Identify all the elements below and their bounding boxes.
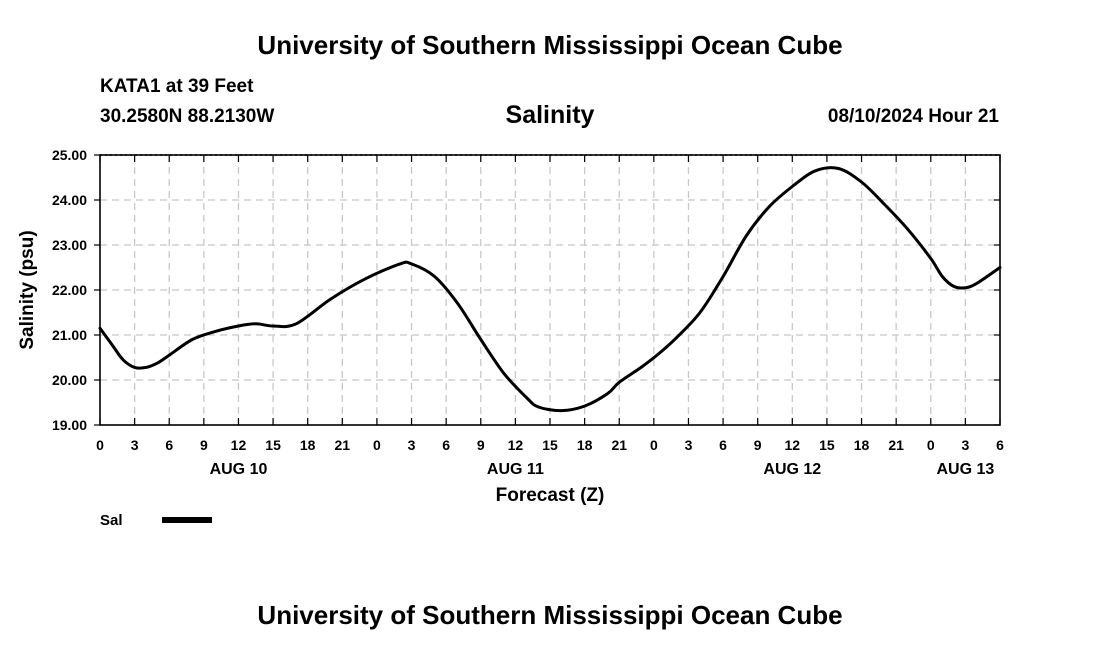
axis-labels: 0 3 6 9 12 15 18 21 0 3 6 9 12 15 18 21 0 3 6 9 12 15 18 21 0 3 6 1… (52, 147, 1004, 478)
y-tick-label: 23.00 (52, 237, 87, 253)
x-tick-label: 15 (819, 437, 835, 453)
axis-ticks (94, 154, 1001, 426)
date-label: AUG 10 (210, 461, 268, 478)
x-tick-label: 18 (577, 437, 593, 453)
forecast-timestamp: 08/10/2024 Hour 21 (827, 106, 999, 127)
station-coordinates: 30.2580N 88.2130W (100, 106, 275, 127)
x-tick-label: 3 (131, 437, 139, 453)
x-tick-label: 21 (335, 437, 351, 453)
series-layer (98, 166, 1002, 413)
y-tick-label: 24.00 (52, 192, 87, 208)
x-tick-label: 21 (888, 437, 904, 453)
y-tick-label: 21.00 (52, 327, 87, 343)
y-tick-label: 19.00 (52, 417, 87, 433)
x-tick-label: 15 (542, 437, 558, 453)
legend-label: Sal (100, 512, 123, 529)
legend: Sal (100, 512, 212, 529)
chart-title: Salinity (505, 101, 595, 129)
y-axis-title: Salinity (psu) (17, 230, 38, 349)
x-tick-label: 3 (961, 437, 969, 453)
x-tick-label: 3 (408, 437, 416, 453)
date-label: AUG 13 (936, 461, 994, 478)
y-tick-label: 20.00 (52, 372, 87, 388)
date-label: AUG 11 (487, 461, 544, 478)
x-tick-label: 18 (854, 437, 870, 453)
x-tick-label: 15 (265, 437, 281, 453)
x-tick-label: 21 (611, 437, 627, 453)
x-tick-label: 6 (996, 437, 1004, 453)
x-tick-label: 12 (231, 437, 247, 453)
x-tick-label: 18 (300, 437, 316, 453)
x-tick-label: 6 (165, 437, 173, 453)
y-tick-label: 25.00 (52, 147, 87, 163)
station-label: KATA1 at 39 Feet (100, 76, 254, 97)
x-axis-title: Forecast (Z) (496, 485, 605, 506)
x-tick-label: 6 (719, 437, 727, 453)
date-label: AUG 12 (763, 461, 821, 478)
grid-lines (100, 155, 1000, 425)
page-title: University of Southern Mississippi Ocean… (257, 30, 843, 60)
x-tick-label: 9 (754, 437, 762, 453)
x-tick-label: 6 (442, 437, 450, 453)
footer-title: University of Southern Mississippi Ocean… (257, 600, 843, 630)
x-tick-label: 9 (477, 437, 485, 453)
x-tick-label: 12 (785, 437, 801, 453)
y-tick-label: 22.00 (52, 282, 87, 298)
x-tick-label: 3 (685, 437, 693, 453)
x-tick-label: 9 (200, 437, 208, 453)
x-tick-label: 12 (508, 437, 524, 453)
x-tick-label: 0 (650, 437, 658, 453)
x-tick-label: 0 (373, 437, 381, 453)
series-line-sal (98, 166, 1002, 413)
x-tick-label: 0 (96, 437, 104, 453)
x-tick-label: 0 (927, 437, 935, 453)
